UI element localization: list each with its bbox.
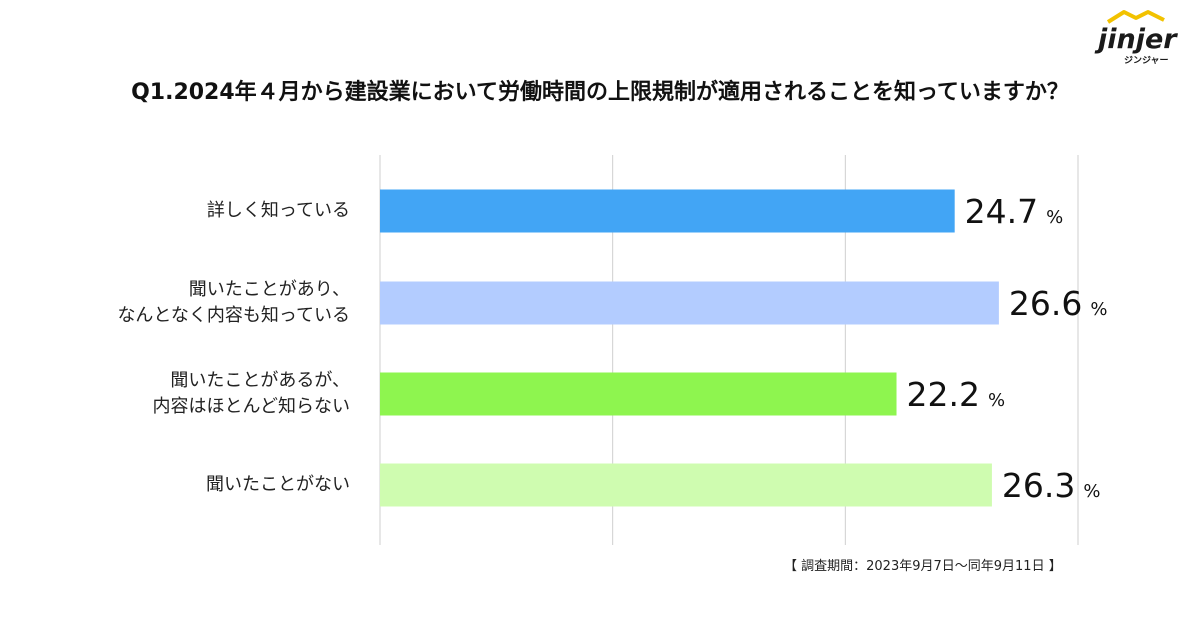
bar <box>380 463 992 507</box>
logo-roof-icon <box>1106 10 1165 24</box>
category-label-line: 詳しく知っている <box>206 200 350 221</box>
bar <box>380 372 897 416</box>
value-label: 26.6% <box>1009 284 1108 323</box>
bar <box>380 281 999 325</box>
category-label-line: なんとなく内容も知っている <box>117 305 350 326</box>
category-label: 聞いたことがあるが、内容はほとんど知らない <box>153 368 350 420</box>
category-label-line: 聞いたことがない <box>206 474 350 495</box>
jinjer-logo: jinjer ジンジャー <box>1094 8 1186 66</box>
category-label: 聞いたことがない <box>206 472 350 498</box>
category-label-line: 内容はほとんど知らない <box>152 396 350 417</box>
category-label: 詳しく知っている <box>207 198 350 224</box>
category-label-line: 聞いたことがあるが、 <box>170 370 350 391</box>
chart-title: Q1.2024年４月から建設業において労働時間の上限規制が適用されることを知って… <box>131 80 1069 105</box>
value-label: 24.7% <box>965 192 1064 231</box>
logo-word: jinjer <box>1098 24 1177 55</box>
survey-period-note: 【 調査期間：2023年9月7日～同年9月11日 】 <box>784 559 1062 574</box>
value-label: 22.2% <box>907 375 1006 414</box>
category-label-line: 聞いたことがあり、 <box>188 279 350 300</box>
logo-subtext: ジンジャー <box>1124 56 1169 66</box>
value-label: 26.3% <box>1002 466 1101 505</box>
bar <box>380 189 955 233</box>
category-label: 聞いたことがあり、なんとなく内容も知っている <box>117 277 350 329</box>
